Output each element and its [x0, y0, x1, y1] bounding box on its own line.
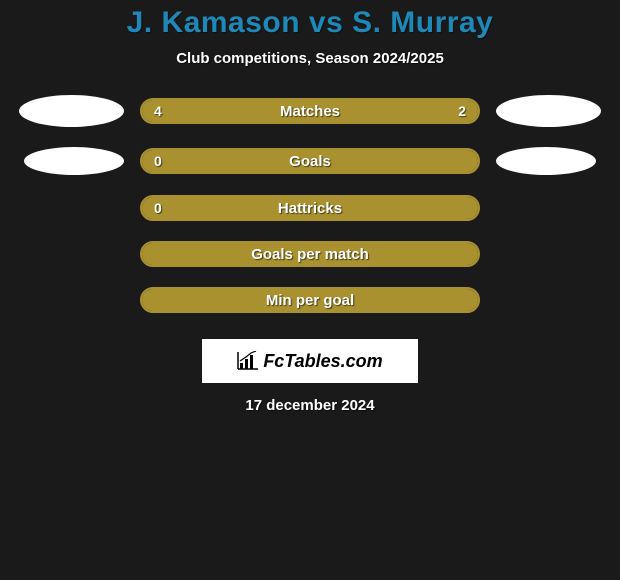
player-right-ellipse [496, 147, 596, 175]
logo-box: FcTables.com [202, 339, 418, 383]
stat-bar: Goals per match [140, 241, 480, 267]
logo-chart-icon [237, 351, 259, 371]
stat-label: Hattricks [142, 197, 478, 219]
player-left-ellipse [24, 147, 124, 175]
stat-row: 42Matches [0, 95, 620, 127]
subtitle: Club competitions, Season 2024/2025 [0, 50, 620, 67]
stat-bar: 0Hattricks [140, 195, 480, 221]
player-right-ellipse [496, 95, 601, 127]
stat-bar: 0Goals [140, 148, 480, 174]
stat-bar: 42Matches [140, 98, 480, 124]
date-stamp: 17 december 2024 [0, 397, 620, 414]
stat-row: 0Hattricks [0, 195, 620, 221]
stat-label: Min per goal [142, 289, 478, 311]
stat-label: Goals [142, 150, 478, 172]
stat-row: Min per goal [0, 287, 620, 313]
comparison-infographic: J. Kamason vs S. Murray Club competition… [0, 0, 620, 414]
stat-label: Goals per match [142, 243, 478, 265]
stat-rows: 42Matches 0Goals 0Hattricks Goals per match… [0, 95, 620, 313]
stat-label: Matches [142, 100, 478, 122]
stat-bar: Min per goal [140, 287, 480, 313]
page-title: J. Kamason vs S. Murray [0, 6, 620, 40]
player-left-ellipse [19, 95, 124, 127]
stat-row: Goals per match [0, 241, 620, 267]
logo-text: FcTables.com [263, 351, 382, 372]
stat-row: 0Goals [0, 147, 620, 175]
